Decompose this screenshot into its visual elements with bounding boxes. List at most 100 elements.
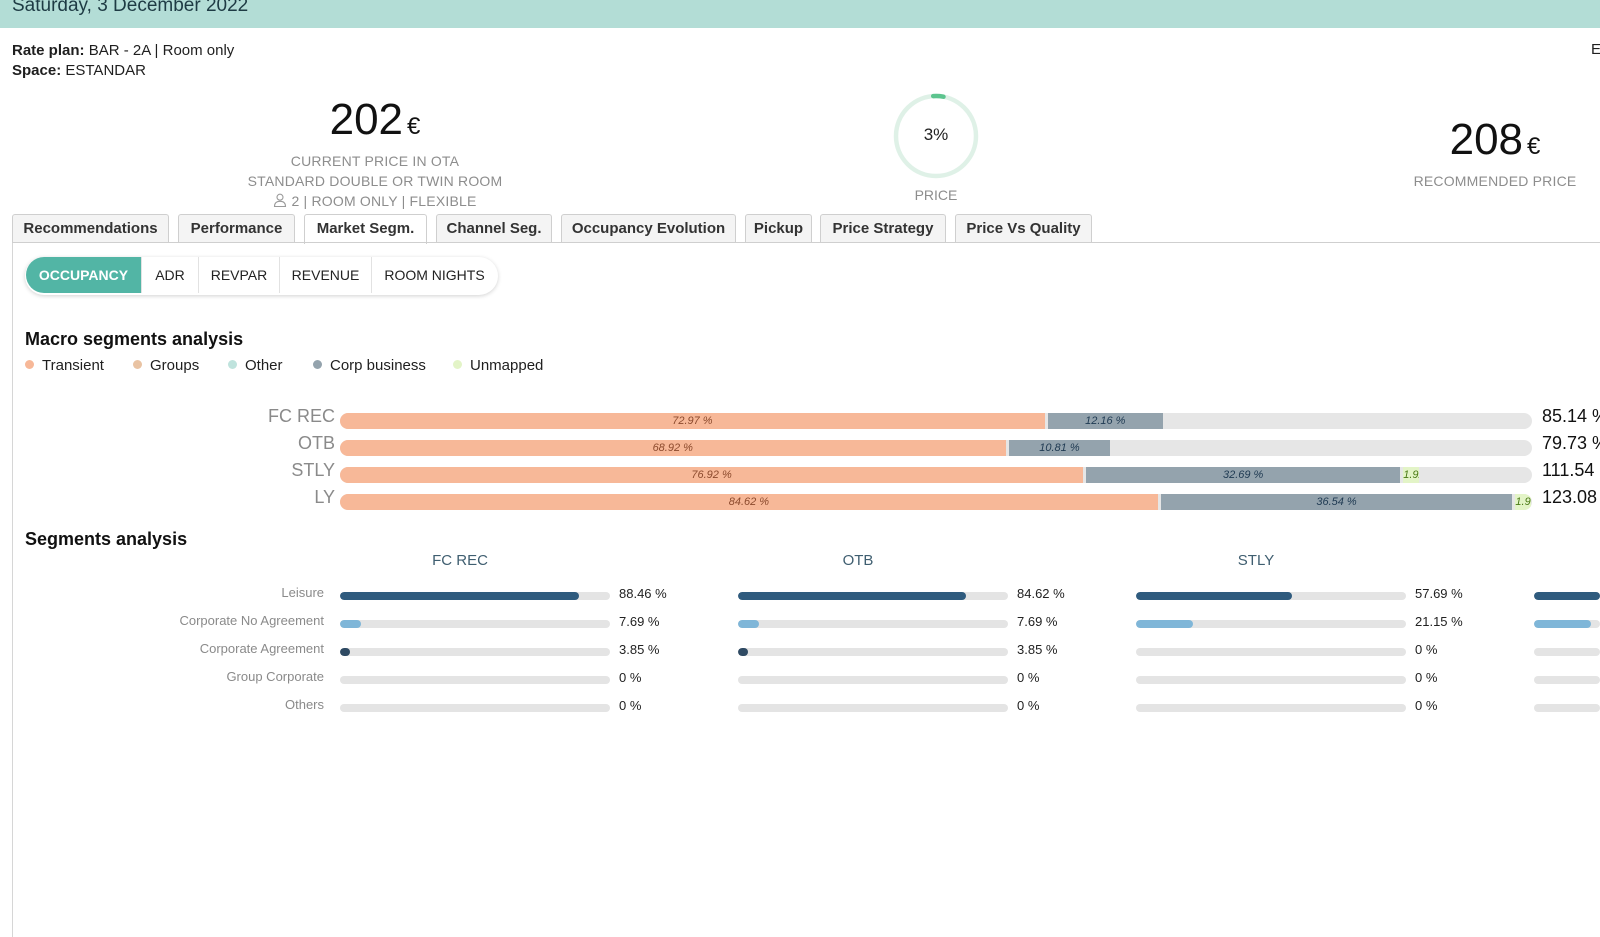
segment-value: 0 % [1017,698,1040,713]
segment-value: 57.69 % [1415,586,1463,601]
macro-row-label: STLY [291,460,335,480]
macro-bar-segment: 76.92 % [340,467,1084,483]
segment-bar-track [340,592,610,600]
macro-bar-segment: 1.9 [1515,494,1531,510]
macro-bar-segment: 36.54 % [1160,494,1513,510]
segment-bar-track [1534,676,1600,684]
segment-bar-track [738,620,1008,628]
legend-label-transient: Transient [42,357,104,374]
price-gauge [893,93,979,179]
segment-label: Corporate Agreement [199,641,324,656]
tabs-divider [12,242,1600,243]
pill-revpar[interactable]: REVPAR [199,257,280,293]
space-label: Space: [12,62,62,79]
macro-bar-segment: 32.69 % [1086,467,1401,483]
legend-item-unmapped[interactable]: Unmapped [453,357,543,374]
person-icon [274,193,287,207]
segment-value: 84.62 % [1017,586,1065,601]
macro-bar-segment: 84.62 % [340,494,1158,510]
macro-bar-track: 84.62 % 36.54 % 1.9 [340,494,1532,510]
tab-price-strategy[interactable]: Price Strategy [820,214,946,243]
tab-price-vs-quality[interactable]: Price Vs Quality [955,214,1092,243]
tab-recommendations[interactable]: Recommendations [12,214,169,243]
segment-bar-track [1136,620,1406,628]
content-left-border [12,243,13,937]
segments-analysis-title: Segments analysis [25,529,188,549]
current-price-currency: € [407,113,421,140]
gauge-label: PRICE [914,187,958,203]
segment-bar-track [738,704,1008,712]
segment-bar-fill [738,620,759,628]
segments-column-header: STLY [1237,552,1275,569]
tab-pickup[interactable]: Pickup [745,214,812,243]
pill-adr[interactable]: ADR [142,257,199,293]
gauge-value: 3% [923,125,949,144]
segment-bar-fill [738,592,967,600]
macro-bar-segment: 68.92 % [340,440,1006,456]
segment-bar-track [1534,704,1600,712]
macro-row-total: 123.08 % [1542,487,1600,507]
rate-plan-line: Rate plan: BAR - 2A | Room only [12,41,234,61]
space-line: Space: ESTANDAR [12,61,234,81]
recommended-price-label: RECOMMENDED PRICE [1413,173,1577,189]
tab-occupancy-evolution[interactable]: Occupancy Evolution [561,214,736,243]
pill-revenue[interactable]: REVENUE [280,257,372,293]
segment-bar-fill [738,648,749,656]
segment-bar-track [738,676,1008,684]
current-price: 202 € [230,96,520,151]
segment-bar-fill [340,620,361,628]
segment-bar-track [340,704,610,712]
legend-dot-transient [25,360,34,369]
legend-item-corp-business[interactable]: Corp business [313,357,426,374]
rate-plan-label: Rate plan: [12,42,85,59]
segment-value: 0 % [619,670,642,685]
segment-value: 0 % [1415,642,1438,657]
recommended-price: 208 € [1390,116,1600,171]
pill-occupancy[interactable]: OCCUPANCY [26,257,142,293]
legend-item-transient[interactable]: Transient [25,357,104,374]
segment-bar-fill [1534,620,1592,628]
segment-bar-track [1534,592,1600,600]
current-price-label: CURRENT PRICE IN OTA [290,153,460,169]
segment-bar-track [1136,592,1406,600]
segment-value: 7.69 % [619,614,660,629]
segment-label: Corporate No Agreement [179,613,324,628]
segment-label: Leisure [281,585,324,600]
legend-dot-groups [133,360,142,369]
tab-market-segm[interactable]: Market Segm. [304,214,427,244]
tab-channel-seg[interactable]: Channel Seg. [436,214,552,243]
macro-row-label: LY [314,487,335,507]
recommended-price-currency: € [1527,133,1541,160]
tab-performance[interactable]: Performance [178,214,295,243]
macro-row-total: 85.14 % [1542,406,1600,426]
macro-segments-title: Macro segments analysis [25,329,244,349]
legend-label-unmapped: Unmapped [470,357,544,374]
rate-plan-info: Rate plan: BAR - 2A | Room only Space: E… [12,41,234,81]
segment-value: 0 % [1415,670,1438,685]
current-price-value: 202 [329,95,404,144]
macro-row-label: OTB [297,433,335,453]
macro-bar-segment: 10.81 % [1008,440,1111,456]
legend-item-other[interactable]: Other [228,357,283,374]
date-bar: Saturday, 3 December 2022 [0,0,1600,28]
space-value: ESTANDAR [65,62,146,79]
macro-bar-segment: 72.97 % [340,413,1045,429]
segment-bar-fill [340,648,351,656]
macro-bar-track: 68.92 % 10.81 % [340,440,1532,456]
pill-room-nights[interactable]: ROOM NIGHTS [384,267,485,283]
segment-label: Others [284,697,324,712]
macro-bar-track: 76.92 %32.69 %1.92 [340,467,1532,483]
segment-bar-track [340,676,610,684]
date-title: Saturday, 3 December 2022 [12,0,249,16]
segment-bar-track [1136,648,1406,656]
segment-bar-track [1534,620,1600,628]
macro-row-label: FC REC [268,406,335,426]
segment-bar-track [340,648,610,656]
segment-bar-fill [1136,620,1194,628]
macro-bar-segment: 1.92 [1403,467,1419,483]
legend-item-groups[interactable]: Groups [133,357,199,374]
segment-bar-fill [1534,592,1600,600]
current-price-block: 202 € CURRENT PRICE IN OTA STANDARD DOUBL… [230,96,520,211]
cut-off-text: E [1591,41,1600,58]
segment-bar-track [738,648,1008,656]
